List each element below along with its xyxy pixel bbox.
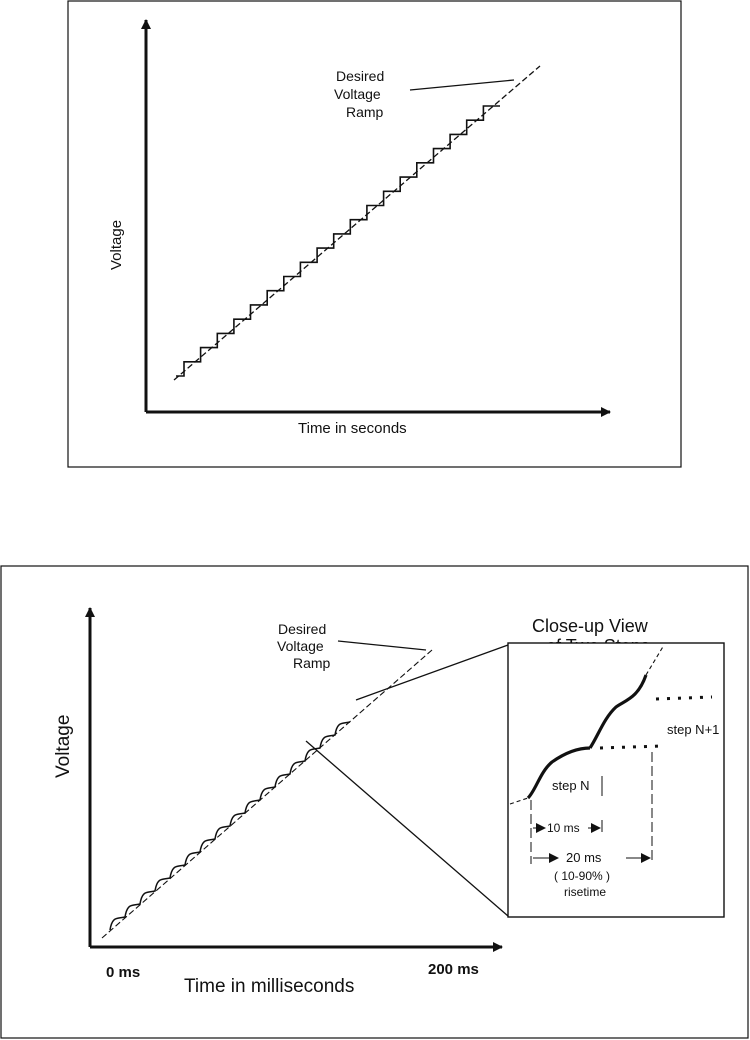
closeup-panel: step N step N+1 10 ms 20 ms ( 10-90% ) r…: [507, 642, 725, 918]
closeup-title-line1: Close-up View: [532, 616, 649, 636]
figure-1-x-axis-label: Time in seconds: [298, 420, 407, 437]
figure-1-desired-ramp-line: [173, 65, 541, 381]
closeup-risetime-label-line2: ( 10-90% ): [554, 869, 610, 883]
figure-2-x-end-label: 200 ms: [428, 961, 479, 978]
figure-2-x-axis-label: Time in milliseconds: [184, 976, 354, 997]
closeup-step-n1-curve: [588, 674, 648, 749]
figure-1-staircase-path: [176, 105, 500, 377]
figure-2-ramp-label-line2: Voltage: [277, 638, 324, 654]
figure-2-ramp-pointer: [337, 640, 427, 651]
figure-1-ramp-pointer: [409, 79, 515, 91]
figure-2-smoothed-output-curve: [109, 721, 351, 931]
figure-1-frame: [67, 0, 682, 468]
closeup-step-n1-label: step N+1: [667, 722, 719, 737]
figure-1-staircase: [176, 105, 500, 377]
figure-1-staircase-ramp: Desired Voltage Ramp Voltage Time in sec…: [67, 0, 682, 468]
figure-2-zoom-line-top: [355, 644, 509, 701]
closeup-period-label: 10 ms: [547, 821, 580, 835]
figure-2-smoothed-ramp: Desired Voltage Ramp Voltage 0 ms 200 ms…: [0, 565, 749, 1039]
figure-1-y-axis-label: Voltage: [108, 220, 125, 270]
closeup-risetime-label-line3: risetime: [564, 885, 606, 899]
figure-2-zoom-line-bottom: [305, 740, 509, 917]
figure-2-frame: [0, 565, 749, 1039]
closeup-desired-ramp-lead-in: [509, 797, 529, 805]
figure-1-ramp-label-line2: Voltage: [334, 86, 381, 102]
closeup-step-n-curve: [526, 746, 591, 800]
closeup-step-n1-level: [655, 695, 713, 701]
figure-2-ramp-label-line1: Desired: [278, 621, 326, 637]
figure-2-ramp-label-line3: Ramp: [293, 655, 331, 671]
closeup-frame: [507, 642, 725, 918]
figure-2-desired-ramp-line: [101, 649, 433, 939]
figure-1-ramp-label-line1: Desired: [336, 68, 384, 84]
figure-1-ramp-label-line3: Ramp: [346, 104, 384, 120]
closeup-step-n-label: step N: [552, 778, 590, 793]
closeup-risetime-label-line1: 20 ms: [566, 850, 602, 865]
figure-2-y-axis-label: Voltage: [53, 715, 74, 778]
figure-2-x-start-label: 0 ms: [106, 964, 140, 981]
closeup-desired-ramp-lead-out: [645, 644, 665, 676]
